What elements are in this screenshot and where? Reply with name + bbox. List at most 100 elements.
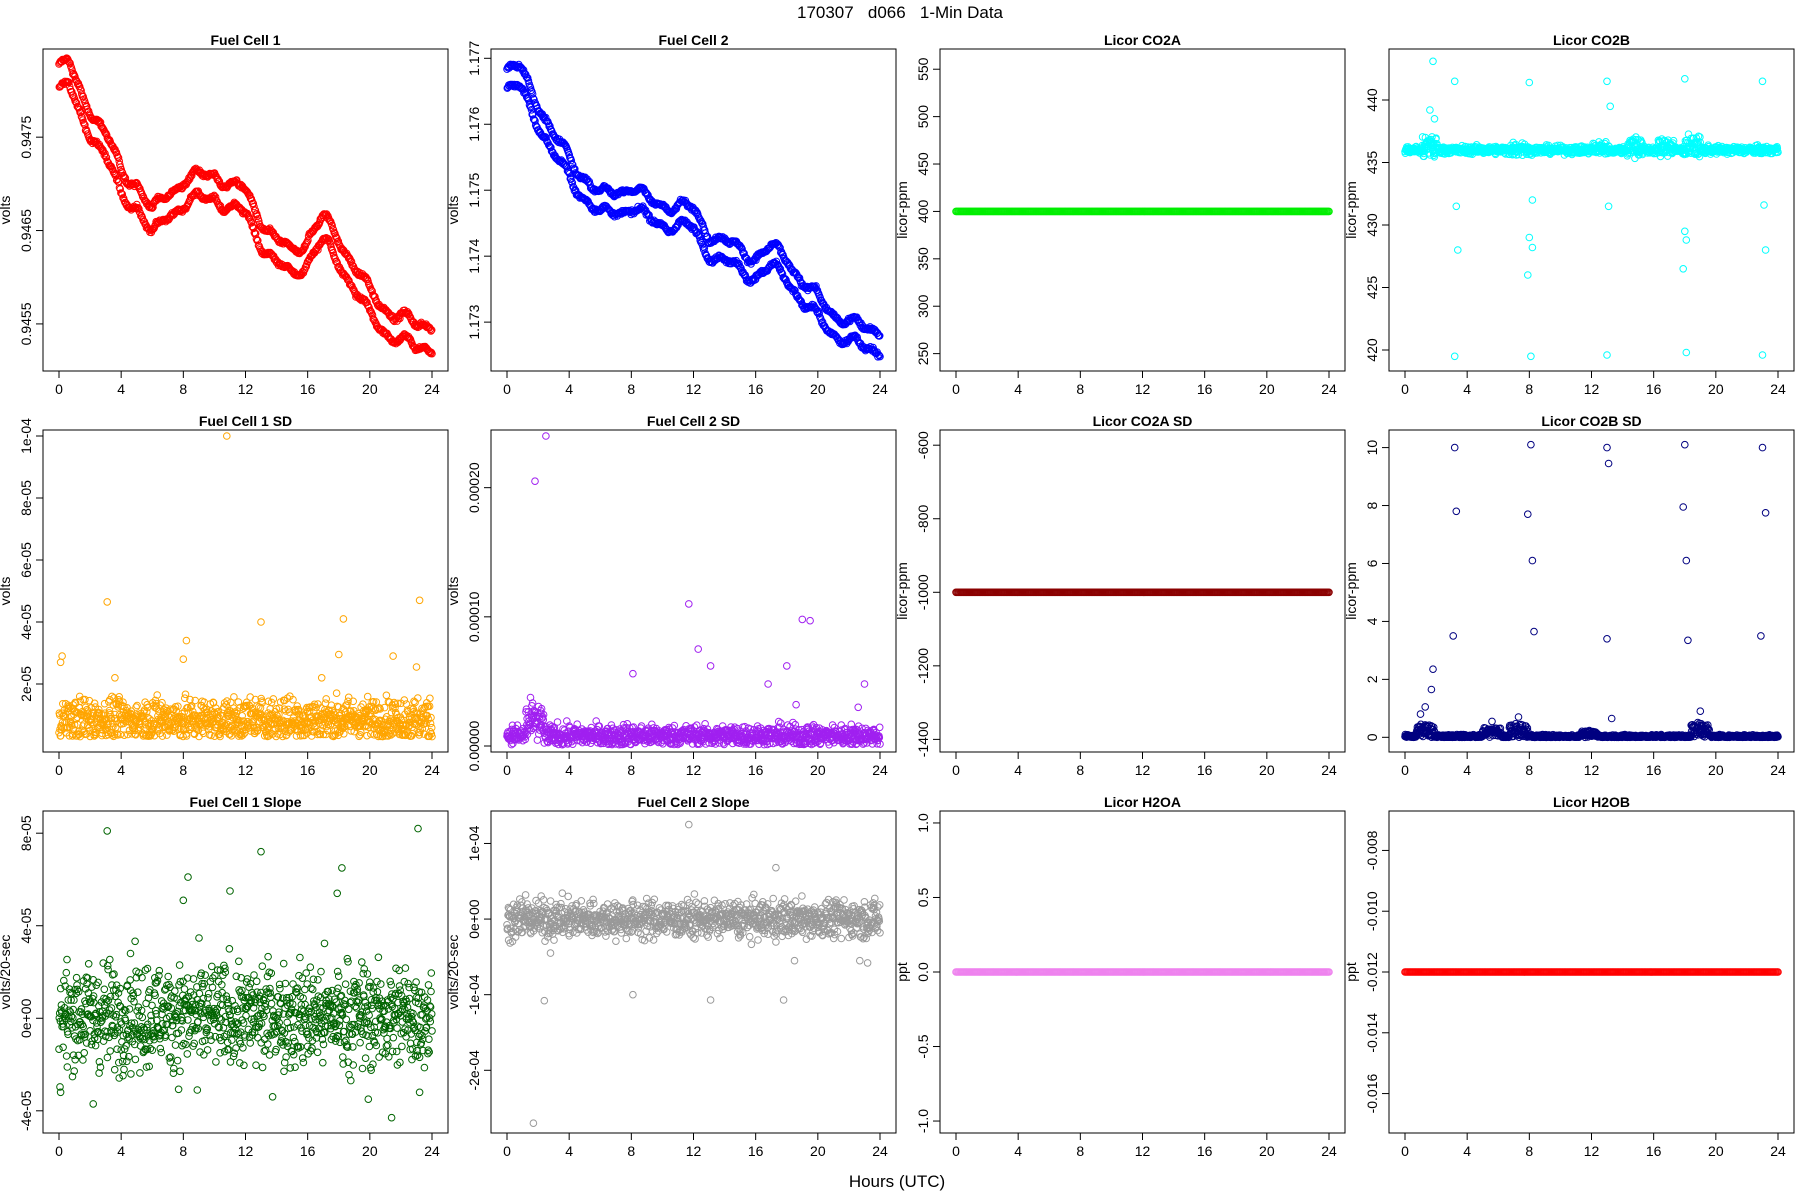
x-tick-label: 12 — [1135, 381, 1151, 397]
y-tick-label: 500 — [915, 105, 931, 129]
data-point — [567, 156, 576, 165]
data-point — [406, 334, 414, 343]
data-point — [415, 596, 424, 605]
y-tick-label: 550 — [915, 57, 931, 81]
x-tick-label: 8 — [179, 381, 187, 397]
x-tick-label: 16 — [1646, 381, 1662, 397]
x-tick-label: 12 — [1584, 381, 1600, 397]
data-point — [135, 205, 143, 213]
data-point — [363, 731, 371, 740]
data-point — [428, 349, 436, 358]
y-tick-label: 0.9455 — [18, 302, 34, 345]
data-point — [328, 221, 336, 230]
plot-frame — [1388, 48, 1795, 372]
x-tick-label: 24 — [872, 381, 888, 397]
x-tick-label: 4 — [1463, 381, 1471, 397]
x-tick-label: 12 — [686, 762, 702, 778]
data-point — [210, 191, 218, 200]
data-point — [1760, 201, 1768, 209]
y-tick-label: 420 — [1364, 338, 1380, 362]
data-point — [83, 105, 92, 114]
x-tick-label: 0 — [503, 762, 511, 778]
x-tick-label: 8 — [627, 381, 635, 397]
data-point — [322, 210, 331, 218]
y-tick-label: 400 — [915, 200, 931, 224]
data-point — [1603, 77, 1611, 86]
x-axis-label: Hours (UTC) — [849, 1172, 945, 1191]
data-point — [1679, 265, 1687, 273]
data-point — [64, 57, 73, 66]
x-tick-label: 0 — [1401, 381, 1409, 397]
data-point — [317, 674, 326, 682]
data-point — [241, 186, 250, 194]
data-point — [1429, 57, 1437, 66]
data-point — [1681, 75, 1689, 83]
y-tick-label: 425 — [1364, 276, 1380, 300]
y-tick-label: 8e-05 — [18, 480, 34, 516]
x-tick-label: 24 — [1770, 381, 1786, 397]
data-point — [72, 99, 81, 107]
data-point — [289, 245, 298, 253]
data-point — [332, 689, 341, 698]
y-tick-label: 0.00020 — [466, 462, 482, 513]
data-point — [367, 286, 376, 295]
data-point — [71, 97, 79, 105]
y-tick-label: 0.9465 — [18, 209, 34, 252]
x-tick-label: 16 — [1197, 381, 1213, 397]
data-point — [133, 200, 141, 209]
data-point — [382, 691, 391, 700]
x-tick-label: 16 — [748, 762, 764, 778]
data-point — [251, 229, 260, 238]
data-points — [952, 207, 1333, 216]
panel-title: Licor CO2B — [1553, 32, 1630, 48]
data-point — [1603, 351, 1611, 359]
data-point — [116, 185, 124, 193]
y-tick-label: 350 — [915, 247, 931, 271]
data-point — [355, 294, 364, 303]
data-point — [1758, 77, 1767, 86]
data-point — [117, 189, 126, 198]
data-point — [208, 171, 217, 179]
x-tick-label: 0 — [55, 381, 63, 397]
x-tick-label: 20 — [810, 762, 826, 778]
x-tick-label: 16 — [748, 381, 764, 397]
data-point — [1681, 227, 1689, 236]
data-point — [66, 59, 74, 68]
y-tick-label: 0.00000 — [466, 720, 482, 771]
data-point — [81, 121, 89, 129]
data-points — [503, 432, 884, 749]
data-point — [1430, 115, 1439, 123]
y-tick-label: 1.175 — [466, 172, 482, 207]
panel-title: Fuel Cell 2 SD — [647, 413, 740, 429]
data-point — [111, 674, 119, 682]
y-axis-label: volts — [0, 577, 13, 606]
data-point — [412, 663, 421, 671]
data-point — [542, 133, 550, 142]
data-point — [65, 82, 74, 91]
y-tick-label: 450 — [915, 152, 931, 176]
data-point — [1426, 106, 1434, 114]
data-point — [322, 695, 331, 703]
data-point — [519, 66, 528, 74]
data-point — [1450, 77, 1459, 86]
data-point — [568, 161, 577, 169]
data-point — [545, 141, 553, 149]
data-point — [58, 652, 66, 660]
data-point — [121, 174, 130, 182]
data-point — [114, 153, 122, 161]
data-point — [528, 90, 537, 98]
data-point — [314, 246, 322, 254]
y-axis-label: volts — [0, 196, 13, 225]
panel-grid: Fuel Cell 10 4 8 12 16 20 240.94550.94650.9475… — [0, 32, 1795, 1159]
data-point — [101, 149, 109, 158]
data-point — [1454, 246, 1462, 254]
data-point — [187, 171, 196, 180]
x-tick-label: 24 — [424, 381, 440, 397]
y-axis-label: volts — [445, 577, 461, 606]
data-point — [1528, 243, 1537, 252]
data-point — [216, 202, 225, 210]
panel-title: Fuel Cell 2 — [658, 32, 728, 48]
y-axis-label: licor-ppm — [894, 181, 910, 239]
